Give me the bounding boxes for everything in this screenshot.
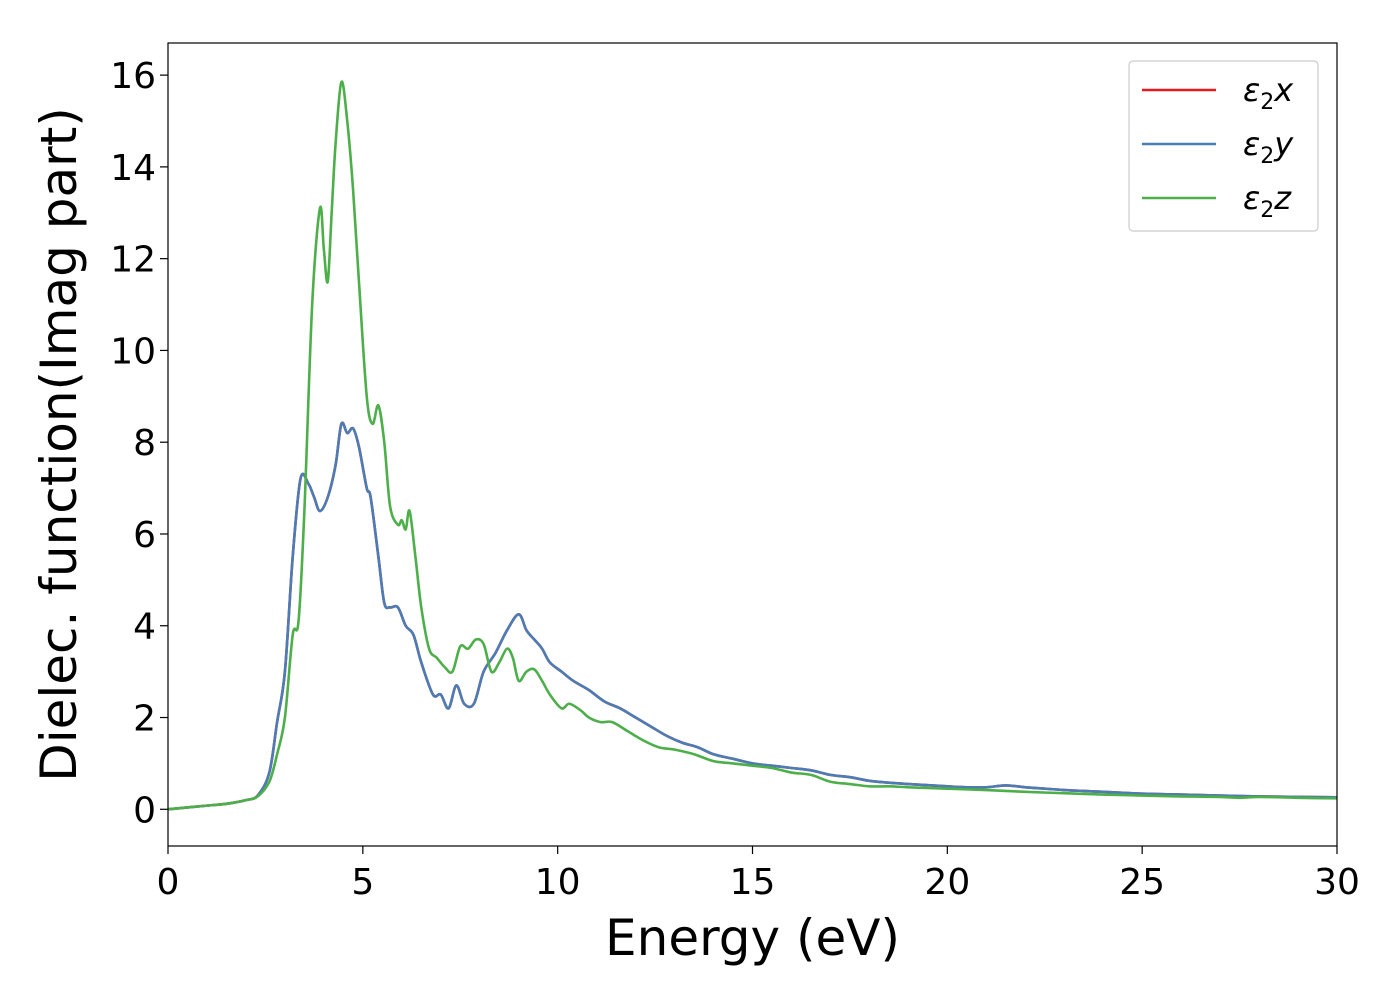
y-tick-label: 6 [133,515,156,556]
y-tick-label: 4 [133,607,156,648]
series-line-z [167,80,1338,811]
y-tick-label: 10 [110,331,156,372]
x-tick-label: 0 [157,862,180,903]
series-line-y [167,421,1338,811]
y-tick-label: 0 [133,790,156,831]
x-tick-label: 20 [924,862,970,903]
y-axis-label: Dielec. function(Imag part) [30,107,88,782]
x-tick-label: 10 [535,862,581,903]
legend-label: ε2z [1243,179,1292,223]
y-tick-label: 8 [133,423,156,464]
legend-item-x: ε2x [1142,71,1294,115]
legend-label: ε2y [1243,125,1294,169]
x-axis-ticks: 0 5 10 15 20 25 30 [157,846,1360,903]
x-tick-label: 5 [351,862,374,903]
legend: ε2x ε2y ε2z [1128,60,1319,232]
y-tick-label: 12 [110,240,156,281]
x-axis-label: Energy (eV) [605,909,900,967]
y-tick-label: 14 [110,148,156,189]
y-tick-label: 2 [133,699,156,740]
x-tick-label: 25 [1119,862,1165,903]
plot-lines [167,80,1338,811]
legend-box [1128,60,1319,232]
legend-label: ε2x [1243,71,1294,115]
x-tick-label: 30 [1314,862,1360,903]
legend-item-z: ε2z [1142,179,1292,223]
x-tick-label: 15 [730,862,776,903]
y-axis-ticks: 0 2 4 6 8 10 12 14 16 [110,56,168,831]
legend-item-y: ε2y [1142,125,1294,169]
y-tick-label: 16 [110,56,156,97]
